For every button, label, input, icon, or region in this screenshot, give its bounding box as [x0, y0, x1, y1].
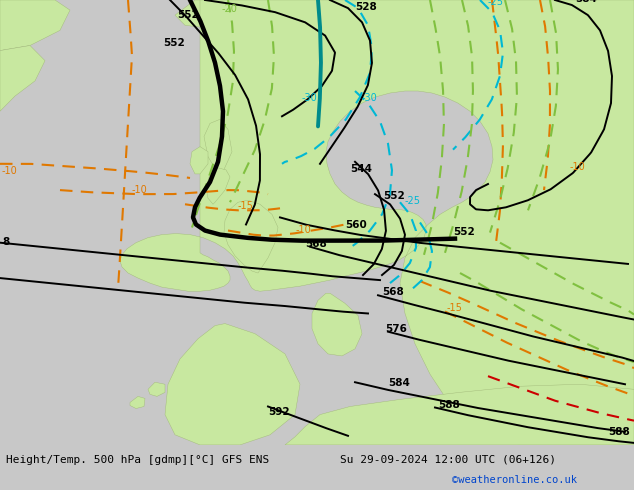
Polygon shape — [165, 323, 300, 445]
Text: 568: 568 — [305, 239, 327, 249]
Text: 584: 584 — [575, 0, 597, 4]
Polygon shape — [148, 382, 165, 396]
Text: 528: 528 — [355, 2, 377, 12]
Polygon shape — [204, 120, 232, 174]
Text: 584: 584 — [388, 378, 410, 388]
Text: -20: -20 — [222, 4, 238, 14]
Polygon shape — [235, 59, 252, 73]
Text: -10: -10 — [132, 185, 148, 195]
Text: ©weatheronline.co.uk: ©weatheronline.co.uk — [452, 475, 577, 485]
Polygon shape — [130, 396, 145, 409]
Polygon shape — [305, 0, 390, 46]
Polygon shape — [120, 0, 634, 445]
Polygon shape — [0, 46, 45, 111]
Text: 592: 592 — [268, 407, 290, 416]
Text: -25: -25 — [488, 0, 504, 7]
Text: -30: -30 — [302, 93, 318, 103]
Text: 568: 568 — [382, 287, 404, 297]
Polygon shape — [285, 384, 634, 445]
Text: 552: 552 — [177, 10, 199, 20]
Text: 560: 560 — [345, 220, 366, 229]
Text: 552: 552 — [453, 226, 475, 237]
Text: 576: 576 — [385, 324, 407, 334]
Polygon shape — [175, 0, 240, 28]
Polygon shape — [224, 200, 278, 273]
Text: 552: 552 — [163, 38, 184, 48]
Text: -10: -10 — [296, 224, 312, 235]
Polygon shape — [206, 168, 230, 204]
Polygon shape — [0, 0, 70, 50]
Text: Su 29-09-2024 12:00 UTC (06+126): Su 29-09-2024 12:00 UTC (06+126) — [340, 455, 556, 465]
Text: -10: -10 — [570, 162, 586, 172]
Text: 544: 544 — [247, 0, 269, 2]
Text: 552: 552 — [383, 191, 404, 201]
Text: 588: 588 — [608, 427, 630, 437]
Text: Height/Temp. 500 hPa [gdmp][°C] GFS ENS: Height/Temp. 500 hPa [gdmp][°C] GFS ENS — [6, 455, 269, 465]
Text: 8: 8 — [2, 237, 10, 246]
Polygon shape — [190, 147, 208, 174]
Polygon shape — [312, 293, 362, 356]
Text: -15: -15 — [447, 303, 463, 314]
Text: -25: -25 — [405, 196, 421, 206]
Text: -10: -10 — [2, 166, 18, 176]
Text: -15: -15 — [238, 201, 254, 211]
Text: 588: 588 — [438, 399, 460, 410]
Text: 544: 544 — [350, 164, 372, 174]
Text: -30: -30 — [362, 93, 378, 103]
